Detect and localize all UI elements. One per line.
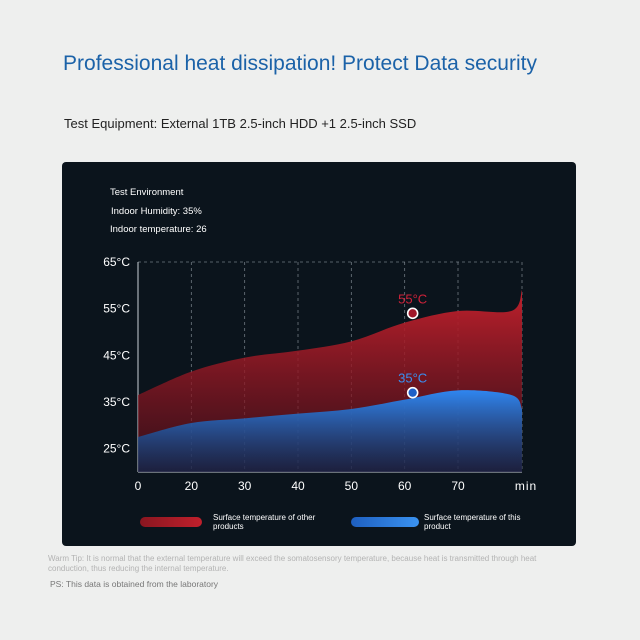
x-axis: 0 20 30 40 50 60 70 min — [135, 479, 537, 493]
legend: Surface temperature of other products Su… — [140, 513, 523, 531]
x-unit-label: min — [515, 479, 537, 493]
env-temperature: Indoor temperature: 26 — [110, 224, 207, 235]
x-tick-label: 20 — [185, 479, 199, 493]
y-tick-label: 45°C — [103, 348, 130, 362]
x-tick-label: 70 — [451, 479, 465, 493]
annotation-label-1: 35°C — [398, 371, 427, 386]
y-axis: 65°C 55°C 45°C 35°C 25°C — [103, 255, 130, 456]
annotation-marker-0 — [406, 307, 419, 320]
chart-areas — [138, 290, 522, 472]
legend-label-this: Surface temperature of this product — [424, 513, 523, 531]
y-tick-label: 35°C — [103, 395, 130, 409]
y-tick-label: 65°C — [103, 255, 130, 269]
ps-note: PS: This data is obtained from the labor… — [50, 579, 219, 589]
env-humidity: Indoor Humidity: 35% — [111, 206, 202, 217]
env-title: Test Environment — [110, 187, 184, 198]
warm-tip-note: Warm Tip: It is normal that the external… — [48, 554, 537, 573]
annotation-label-0: 55°C — [398, 291, 427, 306]
legend-swatch-other — [140, 517, 202, 527]
legend-label-other: Surface temperature of other products — [213, 513, 318, 531]
temperature-chart: Test Environment Indoor Humidity: 35% In… — [103, 187, 537, 531]
x-tick-label: 60 — [398, 479, 412, 493]
test-equipment-text: Test Equipment: External 1TB 2.5-inch HD… — [64, 116, 417, 131]
x-tick-label: 30 — [238, 479, 252, 493]
series-area-1 — [138, 390, 522, 472]
chart-markers: 55°C 35°C — [398, 291, 427, 399]
x-tick-label: 50 — [345, 479, 359, 493]
x-tick-label: 0 — [135, 479, 142, 493]
page-headline: Professional heat dissipation! Protect D… — [63, 52, 537, 76]
x-tick-label: 40 — [291, 479, 305, 493]
chart-panel: Test Environment Indoor Humidity: 35% In… — [62, 162, 576, 546]
annotation-marker-1 — [406, 386, 419, 399]
y-tick-label: 55°C — [103, 302, 130, 316]
legend-swatch-this — [351, 517, 419, 527]
y-tick-label: 25°C — [103, 442, 130, 456]
